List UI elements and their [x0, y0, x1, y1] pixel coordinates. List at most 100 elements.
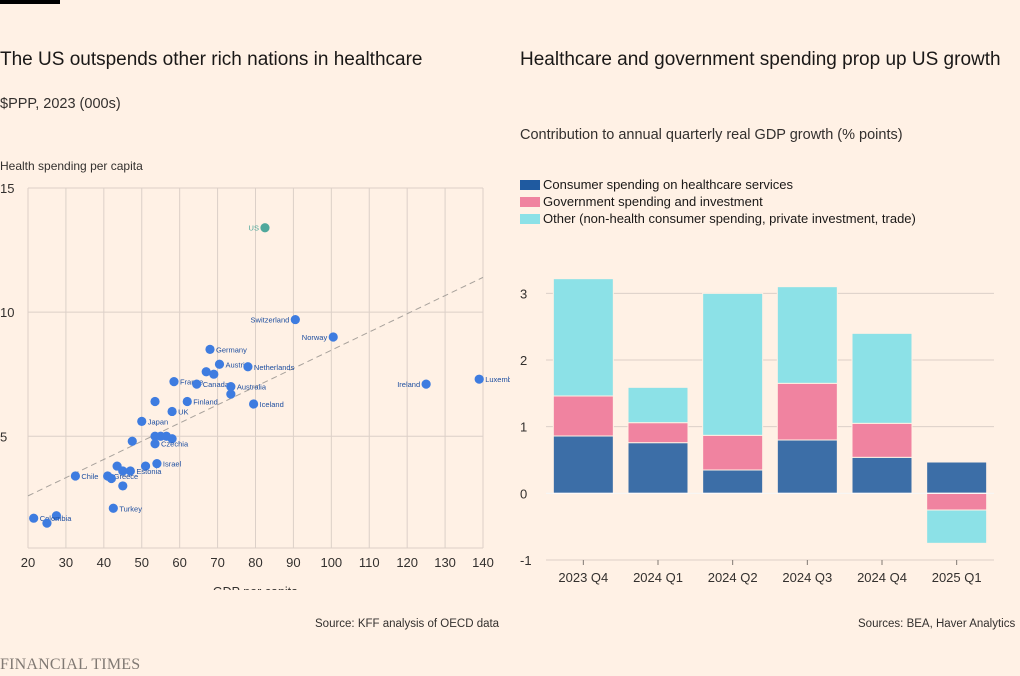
bar-chart-title: Healthcare and government spending prop … [520, 49, 1001, 70]
x-tick-label: 60 [172, 555, 186, 570]
point-label: Turkey [119, 504, 142, 513]
point-label: Czechia [161, 440, 189, 449]
scatter-point [192, 379, 202, 389]
scatter-point [226, 382, 236, 392]
x-tick-label: 120 [396, 555, 418, 570]
scatter-point [167, 434, 177, 444]
scatter-chart-title: The US outspends other rich nations in h… [0, 49, 423, 70]
bar-segment [926, 461, 988, 494]
legend-label-other: Other (non-health consumer spending, pri… [543, 211, 916, 226]
x-tick-label: 110 [359, 555, 380, 570]
scatter-point [474, 374, 484, 384]
x-tick-label: 2024 Q4 [857, 570, 907, 585]
point-label: Ireland [397, 380, 420, 389]
point-label: Austria [225, 360, 249, 369]
point-label: Iceland [260, 400, 284, 409]
point-label: France [180, 378, 203, 387]
bar-segment [702, 434, 764, 471]
scatter-point [150, 396, 160, 407]
scatter-point [125, 466, 135, 476]
bar-segment [627, 386, 689, 424]
point-label: Netherlands [254, 363, 295, 372]
point-label: US [249, 224, 259, 233]
scatter-point [243, 362, 253, 372]
y-tick-label: 15 [0, 181, 14, 196]
bar-segment [851, 456, 913, 494]
point-label: Canada [203, 380, 230, 389]
scatter-point [290, 314, 300, 325]
point-label: Japan [148, 417, 168, 426]
point-label: Greece [114, 472, 139, 481]
trend-line [27, 276, 484, 497]
bar-segment [926, 492, 988, 511]
x-tick-label: 70 [210, 555, 224, 570]
scatter-point [106, 473, 117, 484]
x-tick-label: 40 [97, 555, 111, 570]
scatter-point [118, 466, 128, 476]
bar-segment [776, 439, 838, 494]
x-tick-label: 100 [320, 555, 342, 570]
x-axis-label: GDP per capita [213, 585, 298, 590]
x-tick-label: 2024 Q2 [708, 570, 758, 585]
bar-segment [851, 422, 913, 458]
y-tick-label: 2 [520, 353, 527, 368]
bar-chart-source: Sources: BEA, Haver Analytics [858, 618, 1016, 630]
scatter-point [214, 359, 225, 369]
y-tick-label: 1 [520, 420, 527, 435]
scatter-point [118, 481, 128, 491]
legend-item-other: Other (non-health consumer spending, pri… [520, 210, 916, 227]
legend-label-government: Government spending and investment [543, 194, 763, 209]
bar-segment [776, 382, 838, 441]
scatter-point [169, 377, 179, 387]
bar-segment [702, 469, 764, 494]
bar-segment [552, 435, 614, 494]
x-tick-label: 2024 Q1 [633, 570, 683, 585]
y-tick-label: 10 [0, 305, 14, 320]
bar-chart-subtitle: Contribution to annual quarterly real GD… [520, 127, 903, 143]
x-tick-label: 2023 Q4 [558, 570, 608, 585]
ft-logo: FINANCIAL TIMES [0, 656, 141, 673]
point-label: Norway [302, 333, 328, 342]
point-label: Colombia [40, 514, 73, 523]
scatter-point [150, 439, 160, 449]
legend-label-healthcare: Consumer spending on healthcare services [543, 177, 794, 192]
x-tick-label: 140 [472, 555, 494, 570]
scatter-point [249, 399, 259, 409]
scatter-point [205, 344, 215, 354]
scatter-point [42, 518, 52, 528]
x-tick-label: 130 [434, 555, 456, 570]
legend-item-government: Government spending and investment [520, 193, 916, 210]
ft-top-bar [0, 0, 60, 4]
point-label: Luxembourg [485, 375, 510, 384]
x-tick-label: 50 [135, 555, 149, 570]
bar-chart: -1 0 1 2 3 2023 Q4 2024 Q1 2024 Q2 2024 Q3 2024 Q… [520, 278, 994, 585]
y-axis-label: Health spending per capita [0, 159, 143, 173]
x-tick-label: 2024 Q3 [782, 570, 832, 585]
legend-swatch-government [520, 196, 540, 207]
scatter-point [421, 379, 431, 389]
scatter-point [108, 503, 118, 513]
scatter-point [260, 223, 270, 233]
point-label: Estonia [136, 467, 162, 476]
x-tick-label: 80 [248, 555, 262, 570]
scatter-point [226, 389, 236, 399]
bar-segment [552, 278, 614, 397]
bar-segment [627, 422, 689, 444]
legend-swatch-other [520, 213, 540, 224]
scatter-point [182, 396, 192, 407]
point-label: Germany [216, 345, 247, 354]
bar-segment [627, 442, 689, 494]
x-tick-label: 20 [21, 555, 35, 570]
y-tick-label: -1 [520, 553, 532, 568]
point-label: UK [178, 407, 188, 416]
scatter-point [140, 461, 151, 471]
legend-swatch-healthcare [520, 179, 540, 190]
scatter-chart-subtitle: $PPP, 2023 (000s) [0, 96, 121, 112]
bar-chart-legend: Consumer spending on healthcare services… [520, 176, 916, 227]
x-tick-label: 2025 Q1 [932, 570, 982, 585]
x-tick-label: 30 [59, 555, 73, 570]
point-label: Chile [81, 472, 98, 481]
point-label: Finland [193, 398, 218, 407]
bar-segment [926, 509, 988, 544]
scatter-point [127, 436, 137, 446]
